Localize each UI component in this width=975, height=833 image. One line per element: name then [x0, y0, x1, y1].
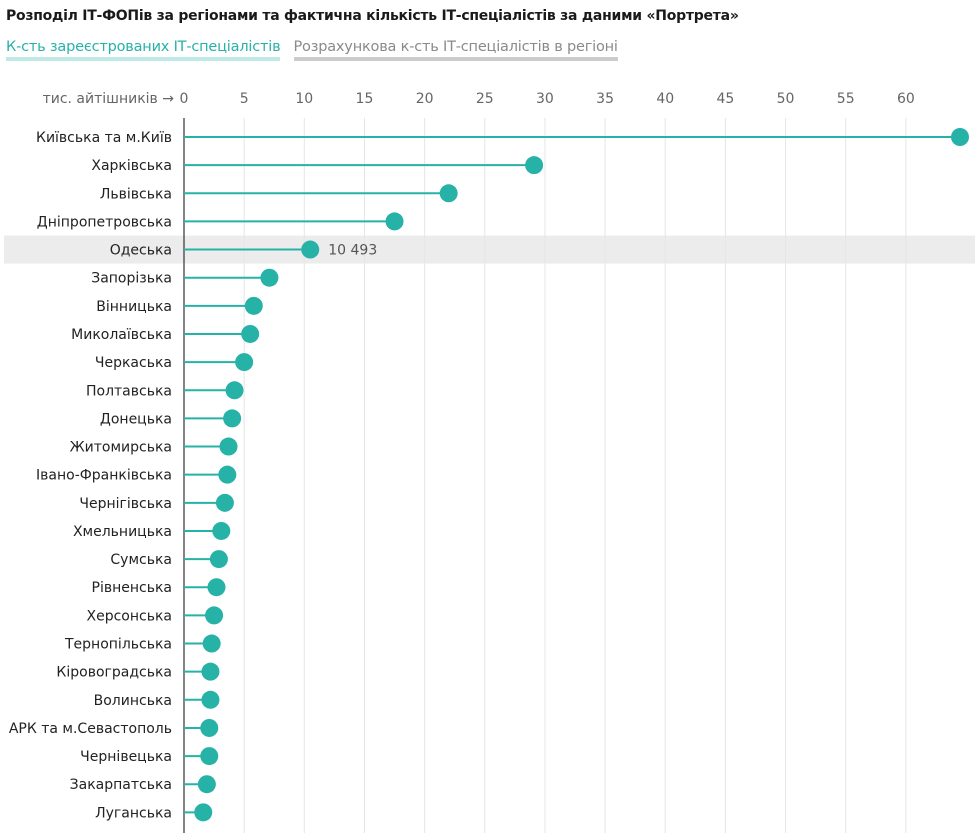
lollipop-dot[interactable] — [385, 212, 404, 231]
x-tick-label: 10 — [295, 91, 313, 107]
lollipop-dot[interactable] — [225, 381, 244, 400]
category-label: Хмельницька — [73, 524, 172, 540]
category-label: Закарпатська — [70, 777, 172, 793]
data-row[interactable]: Миколаївська — [71, 324, 260, 343]
data-row[interactable]: Донецька — [100, 409, 242, 428]
lollipop-dot[interactable] — [212, 521, 231, 540]
category-label: Чернігівська — [79, 496, 172, 512]
lollipop-dot[interactable] — [218, 465, 237, 484]
category-label: Кіровоградська — [56, 665, 172, 681]
x-tick-label: 5 — [240, 91, 249, 107]
data-row[interactable]: Київська та м.Київ — [36, 128, 969, 146]
data-row[interactable]: Тернопільська — [64, 634, 221, 653]
lollipop-dot[interactable] — [439, 184, 458, 203]
data-row[interactable]: Житомирська — [70, 437, 238, 456]
category-label: Житомирська — [70, 440, 172, 456]
lollipop-dot[interactable] — [215, 493, 234, 512]
category-label: Одеська — [110, 243, 172, 259]
data-row[interactable]: Херсонська — [87, 606, 224, 625]
x-tick-label: 30 — [536, 91, 554, 107]
category-label: Полтавська — [86, 383, 172, 399]
data-row[interactable]: Івано-Франківська — [36, 465, 237, 484]
category-label: Харківська — [91, 158, 172, 174]
x-tick-label: 15 — [356, 91, 374, 107]
category-label: Тернопільська — [64, 637, 172, 653]
lollipop-dot[interactable] — [202, 634, 221, 653]
lollipop-dot[interactable] — [194, 803, 213, 822]
lollipop-dot[interactable] — [951, 128, 969, 146]
lollipop-dot[interactable] — [260, 268, 279, 287]
lollipop-dot[interactable] — [525, 156, 544, 175]
lollipop-dot[interactable] — [197, 775, 216, 794]
category-label: Дніпропетровська — [37, 214, 172, 230]
category-label: Львівська — [100, 186, 172, 202]
category-label: Запорізька — [91, 271, 172, 287]
data-row[interactable]: Чернігівська — [79, 493, 234, 512]
lollipop-dot[interactable] — [223, 409, 242, 428]
data-row[interactable]: Черкаська — [95, 353, 254, 372]
data-row[interactable]: Дніпропетровська — [37, 212, 404, 231]
data-row[interactable]: Рівненська — [92, 578, 226, 597]
tab-registered-specialists[interactable]: К-сть зареєстрованих ІТ-спеціалістів — [6, 39, 281, 61]
lollipop-dot[interactable] — [200, 718, 219, 737]
category-label: Черкаська — [95, 355, 172, 371]
lollipop-dot[interactable] — [219, 437, 238, 456]
x-axis-label: тис. айтішників → — [43, 91, 175, 107]
data-row[interactable]: Вінницька — [96, 296, 263, 315]
data-row[interactable]: Луганська — [95, 803, 213, 822]
highlight-band — [4, 235, 975, 264]
category-label: Івано-Франківська — [36, 468, 172, 484]
x-tick-label: 45 — [716, 91, 734, 107]
lollipop-dot[interactable] — [201, 662, 220, 681]
lollipop-dot[interactable] — [205, 606, 224, 625]
x-tick-label: 35 — [596, 91, 614, 107]
category-label: Волинська — [94, 693, 172, 709]
x-tick-label: 20 — [416, 91, 434, 107]
lollipop-dot[interactable] — [301, 240, 320, 259]
data-row[interactable]: Запорізька — [91, 268, 279, 287]
data-row[interactable]: Харківська — [91, 156, 544, 175]
tab-estimated-specialists[interactable]: Розрахункова к-сть ІТ-спеціалістів в рег… — [293, 39, 618, 61]
category-label: Рівненська — [92, 580, 173, 596]
data-row[interactable]: Кіровоградська — [56, 662, 220, 681]
x-tick-label: 50 — [777, 91, 795, 107]
lollipop-dot[interactable] — [209, 550, 228, 569]
data-row[interactable]: Одеська 10 493 — [110, 240, 378, 259]
lollipop-dot[interactable] — [235, 353, 254, 372]
lollipop-dot[interactable] — [241, 324, 260, 343]
x-tick-label: 25 — [476, 91, 494, 107]
lollipop-dot[interactable] — [201, 690, 220, 709]
category-label: Київська та м.Київ — [36, 130, 172, 146]
category-label: Чернівецька — [80, 749, 172, 765]
chart-tabs: К-сть зареєстрованих ІТ-спеціалістів Роз… — [6, 36, 626, 62]
data-row[interactable]: Закарпатська — [70, 775, 216, 794]
value-label: 10 493 — [328, 243, 377, 259]
lollipop-dot[interactable] — [200, 747, 219, 766]
x-tick-label: 0 — [180, 91, 189, 107]
data-row[interactable]: Львівська — [100, 184, 458, 203]
lollipop-dot[interactable] — [244, 296, 263, 315]
category-label: Луганська — [95, 805, 172, 821]
chart-title: Розподіл ІТ-ФОПів за регіонами та фактич… — [6, 8, 739, 24]
category-label: Херсонська — [87, 608, 173, 624]
category-label: Донецька — [100, 411, 172, 427]
category-label: АРК та м.Севастополь — [9, 721, 172, 737]
data-row[interactable]: Сумська — [110, 550, 228, 569]
category-label: Вінницька — [96, 299, 172, 315]
x-tick-label: 60 — [897, 91, 915, 107]
data-row[interactable]: АРК та м.Севастополь — [9, 718, 219, 737]
data-row[interactable]: Волинська — [94, 690, 220, 709]
data-row[interactable]: Чернівецька — [80, 747, 219, 766]
x-tick-label: 40 — [656, 91, 674, 107]
data-row[interactable]: Полтавська — [86, 381, 244, 400]
data-row[interactable]: Хмельницька — [73, 521, 231, 540]
x-tick-label: 55 — [837, 91, 855, 107]
category-label: Миколаївська — [71, 327, 172, 343]
category-label: Сумська — [110, 552, 172, 568]
lollipop-dot[interactable] — [207, 578, 226, 597]
